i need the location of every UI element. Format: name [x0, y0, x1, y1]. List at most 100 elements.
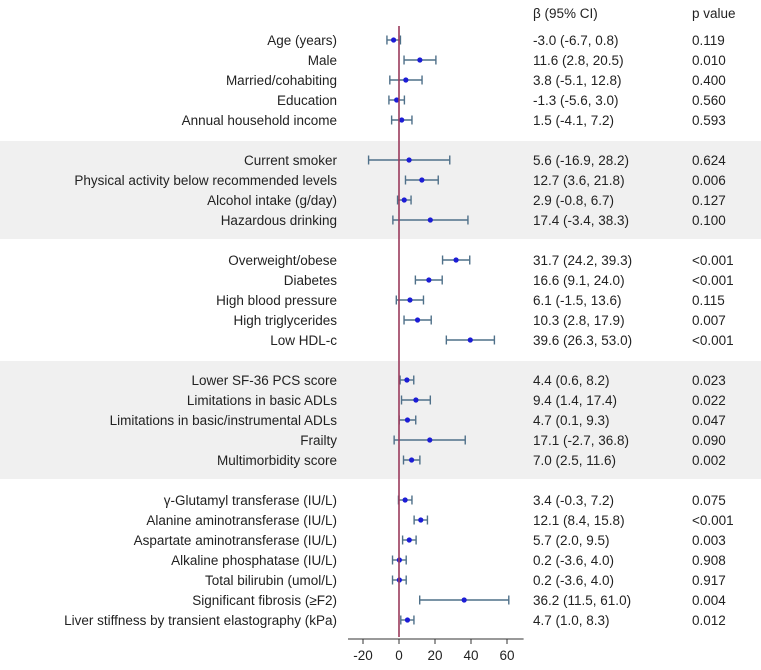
row-label: Annual household income [182, 113, 337, 128]
ci-text: 17.1 (-2.7, 36.8) [533, 433, 629, 448]
forest-row: Physical activity below recommended leve… [74, 173, 725, 188]
estimate-point [404, 377, 410, 383]
ci-text: 7.0 (2.5, 11.6) [533, 453, 616, 468]
row-label: γ-Glutamyl transferase (IU/L) [164, 493, 337, 508]
ci-text: 4.7 (1.0, 8.3) [533, 613, 610, 628]
ci-text: 0.2 (-3.6, 4.0) [533, 573, 614, 588]
ci-text: -1.3 (-5.6, 3.0) [533, 93, 619, 108]
forest-row: Significant fibrosis (≥F2) 36.2 (11.5, 61… [192, 593, 726, 608]
row-label: Diabetes [284, 273, 338, 288]
forest-row: Diabetes 16.6 (9.1, 24.0) <0.001 [284, 273, 734, 288]
row-label: High blood pressure [216, 293, 337, 308]
row-label: Limitations in basic/instrumental ADLs [110, 413, 338, 428]
p-value: <0.001 [692, 273, 734, 288]
estimate-point [461, 597, 467, 603]
ci-text: 1.5 (-4.1, 7.2) [533, 113, 614, 128]
p-value: 0.012 [692, 613, 726, 628]
row-label: Current smoker [244, 153, 338, 168]
p-value: 0.022 [692, 393, 726, 408]
forest-row: High blood pressure 6.1 (-1.5, 13.6) 0.115 [216, 293, 725, 308]
header-beta: β (95% CI) [533, 6, 598, 21]
p-value: 0.127 [692, 193, 726, 208]
forest-row: High triglycerides 10.3 (2.8, 17.9) 0.007 [233, 313, 725, 328]
ci-text: 2.9 (-0.8, 6.7) [533, 193, 614, 208]
x-tick-label: 0 [395, 648, 403, 663]
estimate-point [467, 337, 473, 343]
row-label: Overweight/obese [228, 253, 337, 268]
ci-text: 3.4 (-0.3, 7.2) [533, 493, 614, 508]
estimate-point [403, 77, 409, 83]
estimate-point [426, 277, 432, 283]
forest-row: γ-Glutamyl transferase (IU/L) 3.4 (-0.3, … [164, 493, 726, 508]
group-band [0, 361, 761, 479]
forest-row: Male 11.6 (2.8, 20.5) 0.010 [308, 53, 726, 68]
forest-row: Current smoker 5.6 (-16.9, 28.2) 0.624 [244, 153, 726, 168]
p-value: 0.004 [692, 593, 726, 608]
estimate-point [406, 537, 412, 543]
ci-text: 0.2 (-3.6, 4.0) [533, 553, 614, 568]
ci-text: 9.4 (1.4, 17.4) [533, 393, 617, 408]
row-label: Lower SF-36 PCS score [191, 373, 337, 388]
p-value: 0.917 [692, 573, 726, 588]
forest-row: Married/cohabiting 3.8 (-5.1, 12.8) 0.400 [226, 73, 726, 88]
p-value: 0.624 [692, 153, 726, 168]
ci-text: -3.0 (-6.7, 0.8) [533, 33, 619, 48]
p-value: 0.090 [692, 433, 726, 448]
row-label: Frailty [300, 433, 337, 448]
row-label: Low HDL-c [270, 333, 337, 348]
ci-text: 10.3 (2.8, 17.9) [533, 313, 625, 328]
estimate-point [402, 497, 408, 503]
forest-row: Alanine aminotransferase (IU/L) 12.1 (8.4… [146, 513, 733, 528]
estimate-point [394, 97, 400, 103]
row-label: Liver stiffness by transient elastograph… [64, 613, 337, 628]
row-label: Total bilirubin (umol/L) [205, 573, 337, 588]
forest-row: Total bilirubin (umol/L) 0.2 (-3.6, 4.0) 0… [205, 573, 726, 588]
p-value: 0.003 [692, 533, 726, 548]
forest-row: Lower SF-36 PCS score 4.4 (0.6, 8.2) 0.023 [191, 373, 725, 388]
forest-row: Age (years) -3.0 (-6.7, 0.8) 0.119 [267, 33, 725, 48]
x-tick-label: 20 [427, 648, 442, 663]
estimate-point [404, 617, 411, 623]
estimate-point [401, 197, 407, 203]
ci-text: 5.7 (2.0, 9.5) [533, 533, 610, 548]
p-value: 0.908 [692, 553, 726, 568]
estimate-point [427, 217, 433, 223]
row-label: Significant fibrosis (≥F2) [192, 593, 337, 608]
forest-row: Low HDL-c 39.6 (26.3, 53.0) <0.001 [270, 333, 733, 348]
p-value: 0.075 [692, 493, 726, 508]
group-bands [0, 141, 761, 479]
p-value: 0.006 [692, 173, 726, 188]
ci-text: 16.6 (9.1, 24.0) [533, 273, 625, 288]
estimate-point [419, 177, 425, 183]
estimate-point [406, 157, 412, 163]
row-label: Age (years) [267, 33, 337, 48]
ci-text: 11.6 (2.8, 20.5) [533, 53, 624, 68]
p-value: 0.560 [692, 93, 726, 108]
forest-row: Overweight/obese 31.7 (24.2, 39.3) <0.001 [228, 253, 733, 268]
ci-text: 6.1 (-1.5, 13.6) [533, 293, 622, 308]
estimate-point [391, 37, 397, 43]
forest-row: Aspartate aminotransferase (IU/L) 5.7 (2.… [134, 533, 726, 548]
row-label: Physical activity below recommended leve… [74, 173, 337, 188]
ci-text: 39.6 (26.3, 53.0) [533, 333, 632, 348]
ci-text: 12.1 (8.4, 15.8) [533, 513, 625, 528]
forest-row: Multimorbidity score 7.0 (2.5, 11.6) 0.002 [217, 453, 726, 468]
ci-text: 5.6 (-16.9, 28.2) [533, 153, 629, 168]
forest-row: Alkaline phosphatase (IU/L) 0.2 (-3.6, 4.… [171, 553, 726, 568]
p-value: 0.047 [692, 413, 726, 428]
p-value: 0.400 [692, 73, 726, 88]
x-tick-label: 60 [499, 648, 514, 663]
estimate-point [418, 517, 424, 523]
p-value: <0.001 [692, 513, 734, 528]
estimate-point [407, 297, 413, 303]
forest-rows: Age (years) -3.0 (-6.7, 0.8) 0.119 Male 11.6… [64, 26, 734, 637]
ci-text: 4.7 (0.1, 9.3) [533, 413, 610, 428]
row-label: Education [277, 93, 337, 108]
p-value: 0.593 [692, 113, 726, 128]
ci-text: 17.4 (-3.4, 38.3) [533, 213, 629, 228]
x-tick-label: 40 [463, 648, 478, 663]
x-axis: -20 0 20 40 60 [348, 638, 524, 663]
row-label: Male [308, 53, 337, 68]
row-label: Alkaline phosphatase (IU/L) [171, 553, 337, 568]
